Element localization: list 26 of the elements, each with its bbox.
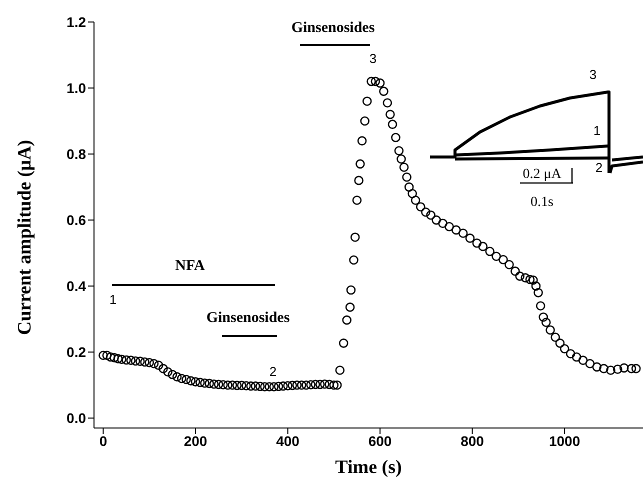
annotation: NFA: [175, 258, 206, 274]
x-tick-label: 600: [368, 432, 392, 449]
y-tick-label: 1.0: [66, 80, 86, 96]
y-tick-label: 0.6: [66, 212, 86, 228]
x-tick-label: 400: [276, 432, 300, 449]
y-axis-title: Current amplitude (μA): [14, 140, 36, 335]
x-axis-title: Time (s): [335, 457, 402, 478]
annotation: 3: [369, 51, 377, 66]
annotation: Ginsenosides: [206, 310, 290, 326]
x-tick-label: 1000: [548, 432, 580, 449]
annotation: 2: [269, 364, 277, 379]
annotation: 0.1s: [530, 195, 554, 210]
x-tick-label: 800: [460, 432, 484, 449]
annotation: 3: [589, 67, 597, 82]
annotation: Ginsenosides: [291, 20, 375, 36]
y-tick-label: 0.2: [66, 344, 86, 360]
y-tick-label: 0.4: [66, 278, 86, 294]
annotation: 1: [593, 123, 601, 138]
annotation: 2: [595, 160, 603, 175]
y-tick-label: 0.0: [66, 410, 86, 426]
y-tick-label: 1.2: [66, 14, 86, 30]
annotation: 1: [109, 292, 117, 307]
annotation: 0.2 μA: [522, 167, 562, 182]
x-tick-label: 0: [99, 432, 108, 449]
y-tick-label: 0.8: [66, 146, 86, 162]
x-tick-label: 200: [184, 432, 208, 449]
